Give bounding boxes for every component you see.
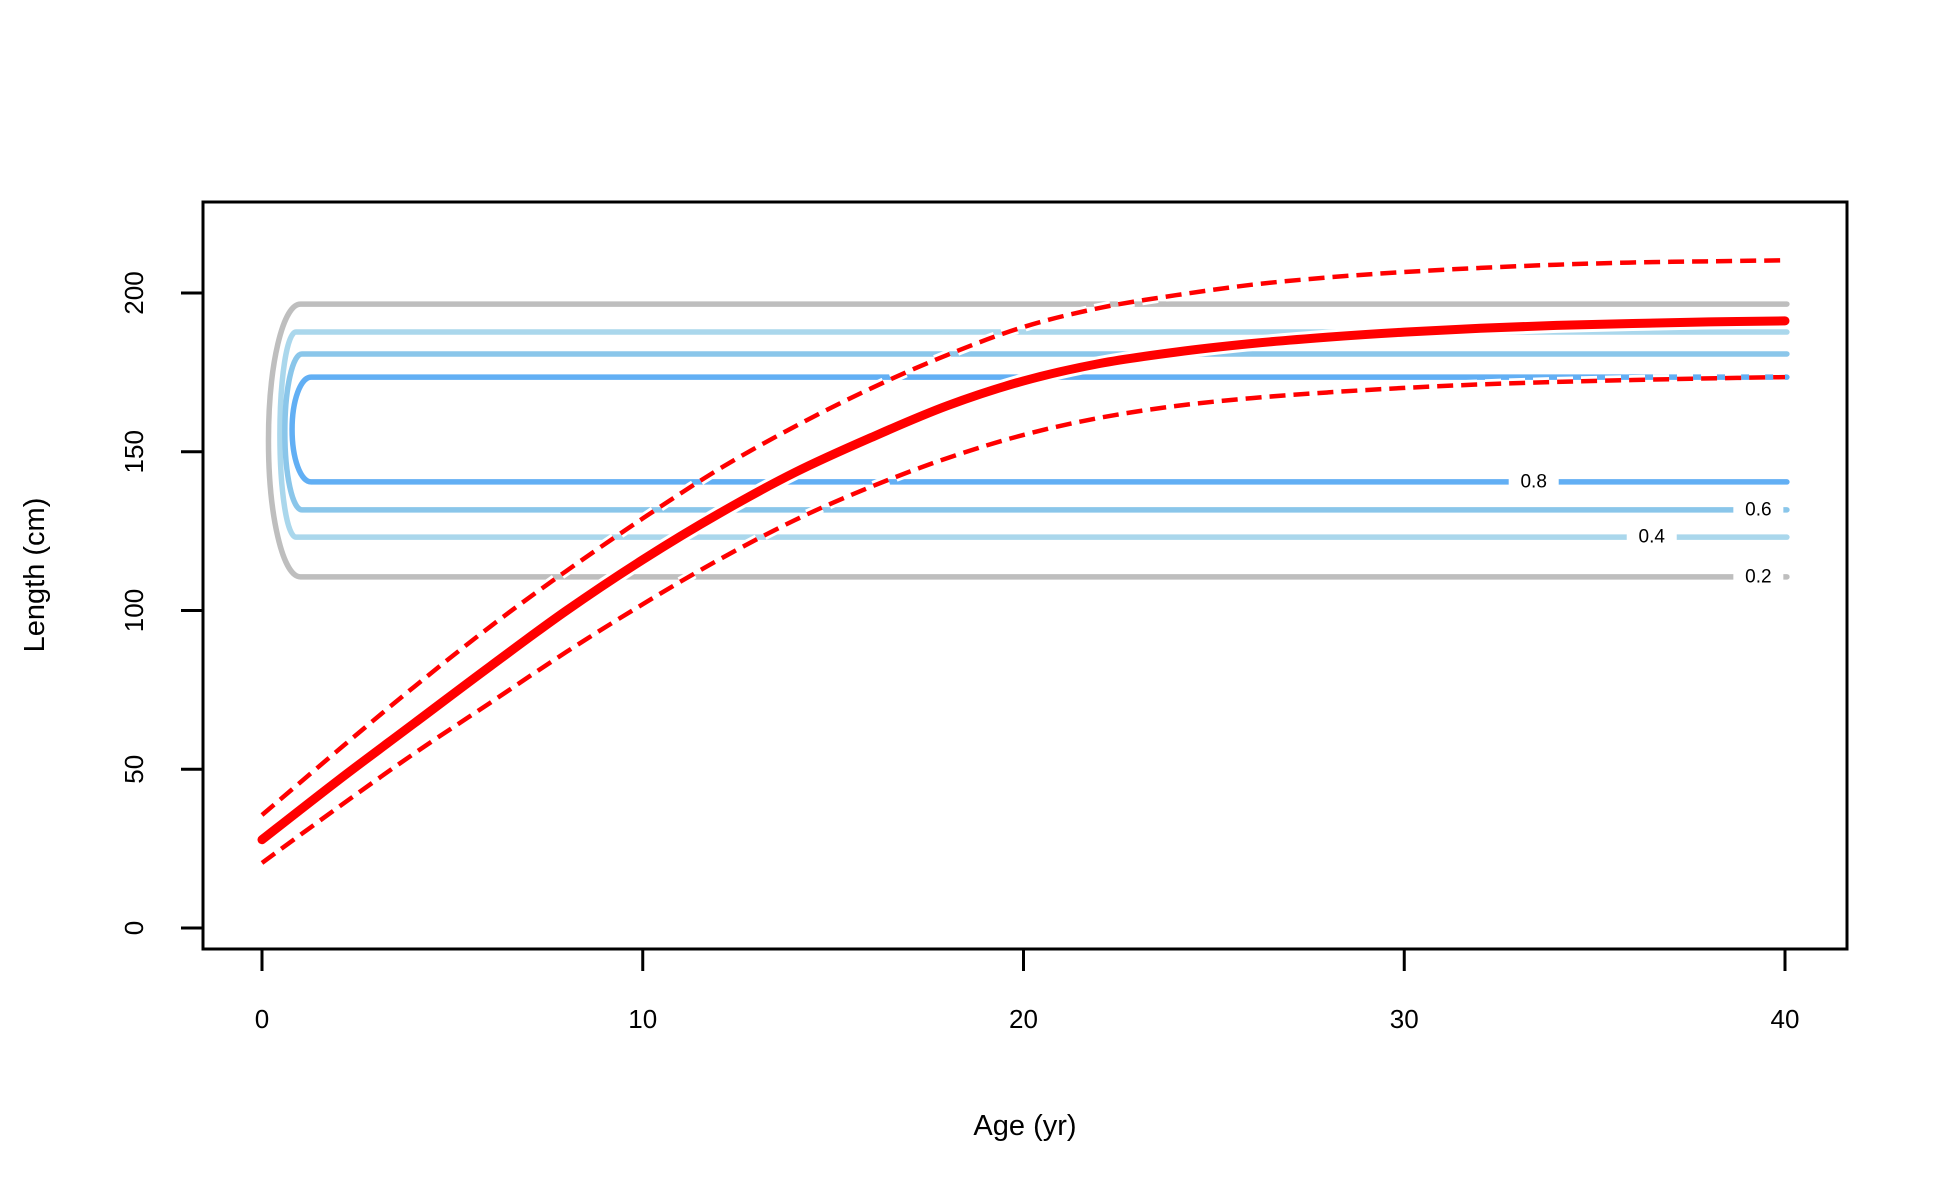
x-tick-label: 0: [255, 1004, 269, 1034]
contour-label-0.2: 0.2: [1745, 566, 1771, 587]
y-tick-label: 150: [119, 430, 149, 473]
y-axis-title: Length (cm): [19, 498, 51, 653]
contour-label-0.6: 0.6: [1745, 499, 1771, 520]
contour-0.2: [265, 301, 1790, 580]
contour-0.6: [282, 351, 1790, 513]
x-axis-title: Age (yr): [973, 1110, 1076, 1142]
y-tick-label: 50: [119, 755, 149, 784]
mean-length-curve-halo: [254, 313, 1793, 848]
probability-contours: [265, 301, 1790, 580]
upper-dashed-band: [260, 258, 1786, 817]
contour-0.8: [289, 374, 1790, 485]
y-tick-label: 200: [119, 271, 149, 314]
axes: 0 10 20 30 40 0 50 100 150 200: [119, 271, 1799, 1034]
contour-label-0.8: 0.8: [1520, 471, 1546, 492]
contour-label-mask: [1733, 563, 1784, 590]
x-tick-label: 10: [628, 1004, 657, 1034]
lower-dashed-band: [260, 374, 1786, 865]
contour-label-mask: [1626, 524, 1677, 551]
lower-dashed-band-halo: [259, 372, 1786, 867]
x-tick-label: 20: [1009, 1004, 1038, 1034]
contour-0.4: [277, 329, 1790, 540]
x-tick-label: 40: [1771, 1004, 1800, 1034]
contour-labels: 0.2 0.4 0.6 0.8: [1508, 468, 1784, 590]
mean-length-curve: [257, 316, 1790, 845]
y-tick-label: 100: [119, 589, 149, 632]
contour-label-mask: [1508, 468, 1559, 495]
contour-label-mask: [1733, 496, 1784, 523]
contour-label-0.4: 0.4: [1639, 527, 1666, 548]
x-tick-label: 30: [1390, 1004, 1419, 1034]
y-tick-label: 0: [119, 921, 149, 935]
growth-curves: [254, 255, 1793, 867]
